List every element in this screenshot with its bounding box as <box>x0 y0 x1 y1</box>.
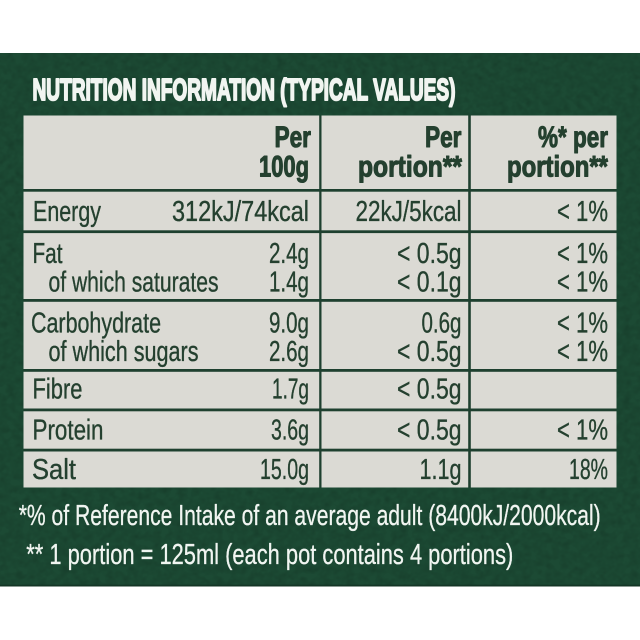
svg-text:portion**: portion** <box>507 151 608 184</box>
svg-text:2.6g: 2.6g <box>269 336 309 368</box>
svg-text:312kJ/74kcal: 312kJ/74kcal <box>172 196 309 228</box>
svg-text:< 1%: < 1% <box>557 415 608 447</box>
svg-text:** 1 portion = 125ml (each pot: ** 1 portion = 125ml (each pot contains … <box>26 539 513 571</box>
svg-text:< 0.5g: < 0.5g <box>397 374 462 406</box>
svg-text:< 1%: < 1% <box>557 196 608 228</box>
svg-text:%* per: %* per <box>538 121 608 154</box>
svg-text:< 1%: < 1% <box>557 308 608 340</box>
svg-text:15.0g: 15.0g <box>260 454 309 486</box>
svg-text:3.6g: 3.6g <box>271 415 309 447</box>
svg-text:of which saturates: of which saturates <box>49 267 219 299</box>
svg-text:Fat: Fat <box>33 238 63 270</box>
svg-text:100g: 100g <box>259 151 309 184</box>
svg-text:1.4g: 1.4g <box>269 267 309 299</box>
svg-text:< 0.5g: < 0.5g <box>397 415 462 447</box>
svg-text:Per: Per <box>425 121 462 154</box>
svg-text:< 1%: < 1% <box>557 336 608 368</box>
svg-text:< 0.1g: < 0.1g <box>397 267 462 299</box>
svg-text:*% of Reference Intake of an a: *% of Reference Intake of an average adu… <box>19 500 601 532</box>
svg-text:NUTRITION INFORMATION (TYPICAL: NUTRITION INFORMATION (TYPICAL VALUES) <box>33 72 456 107</box>
svg-text:Fibre: Fibre <box>33 374 83 406</box>
svg-text:9.0g: 9.0g <box>269 308 309 340</box>
svg-text:of which sugars: of which sugars <box>49 336 199 368</box>
svg-text:0.6g: 0.6g <box>422 308 462 340</box>
svg-text:portion**: portion** <box>358 151 462 184</box>
svg-text:< 1%: < 1% <box>557 267 608 299</box>
svg-text:Carbohydrate: Carbohydrate <box>31 308 161 340</box>
svg-text:18%: 18% <box>569 454 608 486</box>
svg-text:< 1%: < 1% <box>557 238 608 270</box>
svg-text:Salt: Salt <box>32 454 76 486</box>
svg-text:2.4g: 2.4g <box>269 238 309 270</box>
svg-text:Protein: Protein <box>33 415 104 447</box>
svg-text:1.7g: 1.7g <box>272 374 309 406</box>
svg-text:Energy: Energy <box>33 196 102 228</box>
svg-text:< 0.5g: < 0.5g <box>397 336 462 368</box>
svg-text:< 0.5g: < 0.5g <box>397 238 462 270</box>
svg-text:Per: Per <box>275 121 312 154</box>
svg-text:22kJ/5kcal: 22kJ/5kcal <box>356 196 462 228</box>
svg-text:1.1g: 1.1g <box>420 454 462 486</box>
